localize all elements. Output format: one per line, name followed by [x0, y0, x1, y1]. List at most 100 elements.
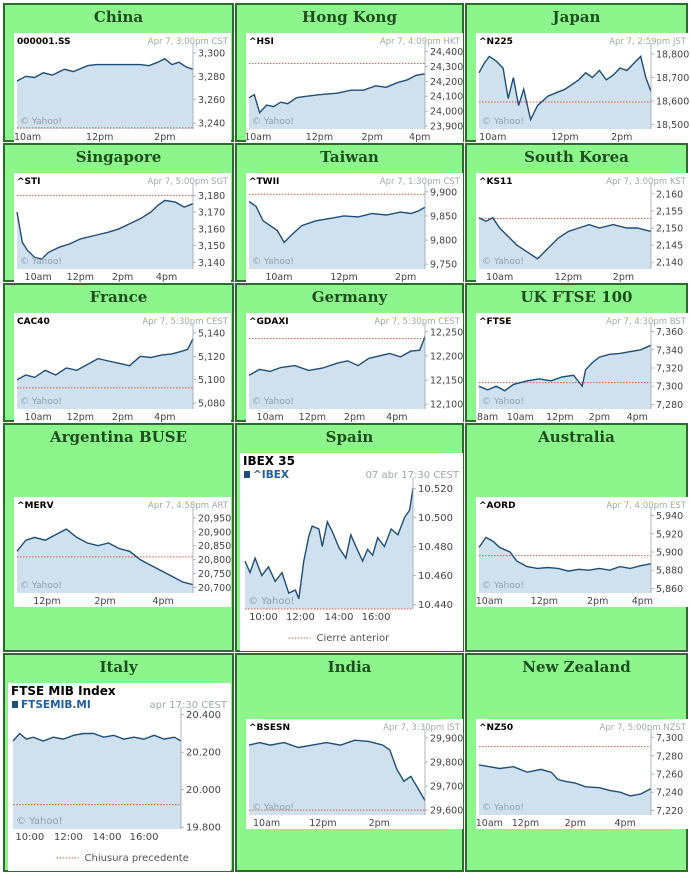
x-tick-label: 10am — [476, 818, 503, 829]
market-cell-hong-kong: Hong Kong ^HSI Apr 7, 4:09pm HKT 23,900 24,0… — [235, 3, 464, 143]
timestamp: Apr 7, 5:00pm SGT — [147, 177, 228, 187]
price-line — [478, 764, 652, 797]
x-tick-label: 10am — [486, 272, 513, 283]
y-tick-label: 20.000 — [186, 785, 221, 796]
x-tick-label: 12pm — [309, 818, 336, 829]
timestamp: Apr 7, 3:00pm KST — [606, 177, 687, 187]
x-tick-label: 4pm — [152, 596, 173, 607]
chart-india: ^BSESN Apr 7, 3:30pm IST 29,600 29,700 29,80… — [246, 719, 463, 829]
price-line — [16, 338, 194, 381]
y-tick-label: 12,100 — [430, 400, 463, 411]
ticker-symbol: CAC40 — [17, 317, 50, 327]
x-tick-label: 10am — [25, 272, 52, 283]
market-cell-new-zealand: New Zealand ^NZ50 Apr 7, 5:00pm NZST 7,220 7… — [465, 653, 689, 872]
price-line — [16, 57, 194, 82]
y-tick-label: 7,280 — [656, 751, 683, 762]
price-area — [249, 73, 425, 129]
y-tick-label: 24,200 — [430, 77, 463, 88]
y-tick-label: 3,260 — [198, 95, 225, 106]
series-swatch — [12, 701, 18, 708]
ticker-symbol: ^N225 — [479, 37, 513, 47]
market-cell-japan: Japan ^N225 Apr 7, 2:59pm JST 18,500 18,600 1… — [465, 3, 689, 143]
y-tick-label: 23,900 — [430, 122, 463, 133]
price-line — [16, 199, 194, 260]
timestamp: Apr 7, 4:00pm EST — [606, 501, 686, 511]
x-tick-label: 12pm — [330, 272, 357, 283]
y-tick-label: 20.400 — [186, 710, 221, 721]
x-tick-label: 10am — [257, 412, 284, 423]
x-tick-label: 2pm — [344, 412, 365, 423]
y-tick-label: 24,000 — [430, 107, 463, 118]
chart-singapore: ^STI Apr 7, 5:00pm SGT 3,140 3,150 3,160 3,17… — [14, 173, 231, 283]
y-tick-label: 19.800 — [186, 823, 221, 834]
x-tick-label: 12pm — [531, 596, 558, 607]
y-tick-label: 12,150 — [430, 376, 463, 387]
x-tick-label: 2pm — [587, 596, 608, 607]
ticker-symbol: ^KS11 — [479, 177, 513, 187]
timestamp: Apr 7, 2:59pm JST — [609, 37, 687, 47]
yahoo-watermark: © Yahoo! — [20, 397, 62, 407]
price-line — [244, 488, 414, 600]
market-cell-india: India ^BSESN Apr 7, 3:30pm IST 29,600 29,700… — [235, 653, 464, 872]
legend-label: Cierre anterior — [317, 633, 391, 644]
y-tick-label: 2,140 — [656, 258, 683, 269]
y-tick-label: 7,320 — [656, 364, 683, 375]
y-tick-label: 5,860 — [656, 584, 683, 595]
timestamp: Apr 7, 4:58pm ART — [148, 501, 229, 511]
x-tick-label: 12pm — [67, 272, 94, 283]
market-cell-uk-ftse-100: UK FTSE 100 ^FTSE Apr 7, 4:30pm BST 7,280 7,… — [465, 283, 689, 423]
market-cell-taiwan: Taiwan ^TWII Apr 7, 1:30pm CST 9,750 9,800 9,… — [235, 143, 464, 283]
y-tick-label: 3,170 — [198, 208, 225, 219]
chart-france: CAC40 Apr 7, 5:30pm CEST 5,080 5,100 5,120 5,… — [14, 313, 231, 423]
market-title: Spain — [325, 428, 374, 446]
x-tick-label: 2pm — [611, 132, 632, 143]
index-title: FTSE MIB Index — [11, 684, 116, 698]
x-tick-label: 2pm — [154, 132, 175, 143]
price-area — [245, 488, 413, 609]
x-tick-label: 14:00 — [93, 832, 122, 843]
y-tick-label: 24,300 — [430, 62, 463, 73]
y-tick-label: 18,600 — [656, 96, 689, 107]
x-tick-label: 10am — [476, 596, 503, 607]
price-line — [478, 216, 652, 260]
yahoo-watermark: © Yahoo! — [482, 581, 524, 591]
market-cell-germany: Germany ^GDAXI Apr 7, 5:30pm CEST 12,100 12,… — [235, 283, 464, 423]
x-tick-label: 10am — [253, 818, 280, 829]
x-tick-label: 2pm — [112, 412, 133, 423]
market-title: India — [327, 658, 372, 676]
y-tick-label: 7,280 — [656, 400, 683, 411]
y-tick-label: 18,800 — [656, 50, 689, 61]
timestamp: Apr 7, 3:00pm CST — [148, 37, 229, 47]
market-title: Italy — [99, 658, 138, 676]
y-tick-label: 20,950 — [198, 513, 231, 524]
market-title: South Korea — [524, 148, 629, 166]
x-tick-label: 2pm — [94, 596, 115, 607]
market-title: Singapore — [75, 148, 162, 166]
index-title: IBEX 35 — [243, 454, 295, 468]
chart-japan: ^N225 Apr 7, 2:59pm JST 18,500 18,600 18,700… — [476, 33, 689, 143]
chart-china: 000001.SS Apr 7, 3:00pm CST 3,240 3,260 3,28… — [14, 33, 231, 143]
chart-uk-ftse-100: ^FTSE Apr 7, 4:30pm BST 7,280 7,300 7,320 7,3… — [476, 313, 689, 423]
price-line — [478, 344, 652, 392]
x-tick-label: 16:00 — [130, 832, 159, 843]
y-tick-label: 5,940 — [656, 511, 683, 522]
x-tick-label: 12pm — [551, 132, 578, 143]
chart-germany: ^GDAXI Apr 7, 5:30pm CEST 12,100 12,150 12,2… — [246, 313, 463, 423]
y-tick-label: 7,300 — [656, 733, 683, 744]
x-tick-label: 4pm — [386, 412, 407, 423]
timestamp: Apr 7, 5:30pm CEST — [374, 317, 460, 327]
x-tick-label: 2pm — [369, 818, 390, 829]
x-tick-label: 4pm — [154, 412, 175, 423]
series-swatch — [244, 471, 250, 478]
ticker-symbol: ^GDAXI — [249, 317, 289, 327]
chart-argentina-buse: ^MERV Apr 7, 4:58pm ART 20,700 20,750 20,800… — [14, 497, 231, 607]
x-tick-label: 12:00 — [54, 832, 83, 843]
ticker-symbol: ^AORD — [479, 501, 516, 511]
x-tick-label: 12pm — [86, 132, 113, 143]
chart-australia: ^AORD Apr 7, 4:00pm EST 5,860 5,880 5,900 5,9… — [476, 497, 689, 607]
x-tick-label: 2pm — [565, 818, 586, 829]
price-area — [249, 201, 425, 269]
y-tick-label: 7,300 — [656, 382, 683, 393]
x-tick-label: 4pm — [632, 596, 653, 607]
y-tick-label: 29,600 — [430, 806, 463, 817]
